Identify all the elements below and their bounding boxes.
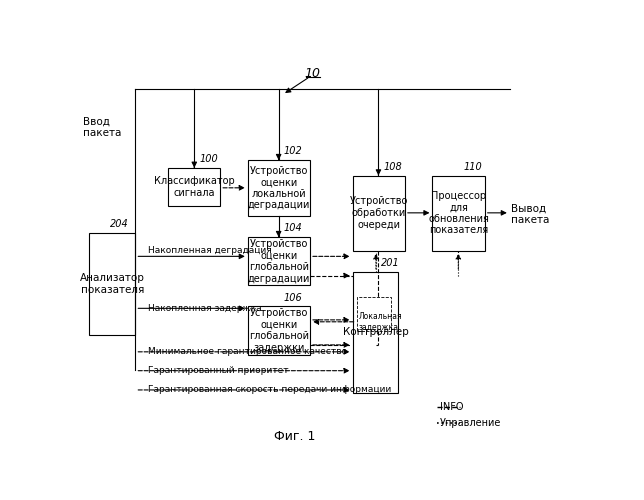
Bar xyxy=(90,233,135,336)
Text: Процессор
для
обновления
показателя: Процессор для обновления показателя xyxy=(428,190,489,236)
Text: Минимальное гарантированное качество: Минимальное гарантированное качество xyxy=(148,348,347,356)
Text: 110: 110 xyxy=(464,162,482,172)
Text: Управление: Управление xyxy=(440,418,501,428)
Text: 204: 204 xyxy=(110,220,129,230)
Bar xyxy=(352,176,405,250)
Text: Устройство
оценки
локальной
деградации: Устройство оценки локальной деградации xyxy=(248,166,310,210)
Text: 106: 106 xyxy=(284,292,303,302)
Text: 104: 104 xyxy=(284,223,303,233)
Text: Накопленная задержка: Накопленная задержка xyxy=(148,304,261,313)
Text: Накопленная деградация: Накопленная деградация xyxy=(148,246,272,255)
Text: Ввод
пакета: Ввод пакета xyxy=(83,116,121,138)
Text: Устройство
оценки
глобальной
деградации: Устройство оценки глобальной деградации xyxy=(248,239,310,284)
Text: Локальная
задержка: Локальная задержка xyxy=(359,312,402,332)
Text: Контроллер: Контроллер xyxy=(343,328,408,338)
Text: Устройство
оценки
глобальной
задержки: Устройство оценки глобальной задержки xyxy=(249,308,309,353)
Bar xyxy=(432,176,485,250)
Text: 102: 102 xyxy=(284,146,303,156)
Bar xyxy=(248,237,310,285)
Text: Вывод
пакета: Вывод пакета xyxy=(511,203,549,225)
Bar xyxy=(248,160,310,216)
Text: Фиг. 1: Фиг. 1 xyxy=(274,430,316,443)
Text: 108: 108 xyxy=(384,162,402,172)
Bar xyxy=(357,297,392,332)
Text: 100: 100 xyxy=(199,154,218,164)
Text: Классификатор
сигнала: Классификатор сигнала xyxy=(154,176,234,198)
Text: Устройство
обработки
очереди: Устройство обработки очереди xyxy=(350,196,408,230)
Text: Гарантированный приоритет: Гарантированный приоритет xyxy=(148,366,289,375)
Text: 201: 201 xyxy=(381,258,399,268)
Text: 10: 10 xyxy=(305,67,321,80)
Text: INFO: INFO xyxy=(440,402,463,412)
Text: Гарантированная скорость передачи информации: Гарантированная скорость передачи информ… xyxy=(148,386,391,394)
Bar xyxy=(168,168,220,206)
Bar xyxy=(352,272,399,393)
Text: Анализатор
показателя: Анализатор показателя xyxy=(80,274,145,295)
Bar xyxy=(248,306,310,354)
